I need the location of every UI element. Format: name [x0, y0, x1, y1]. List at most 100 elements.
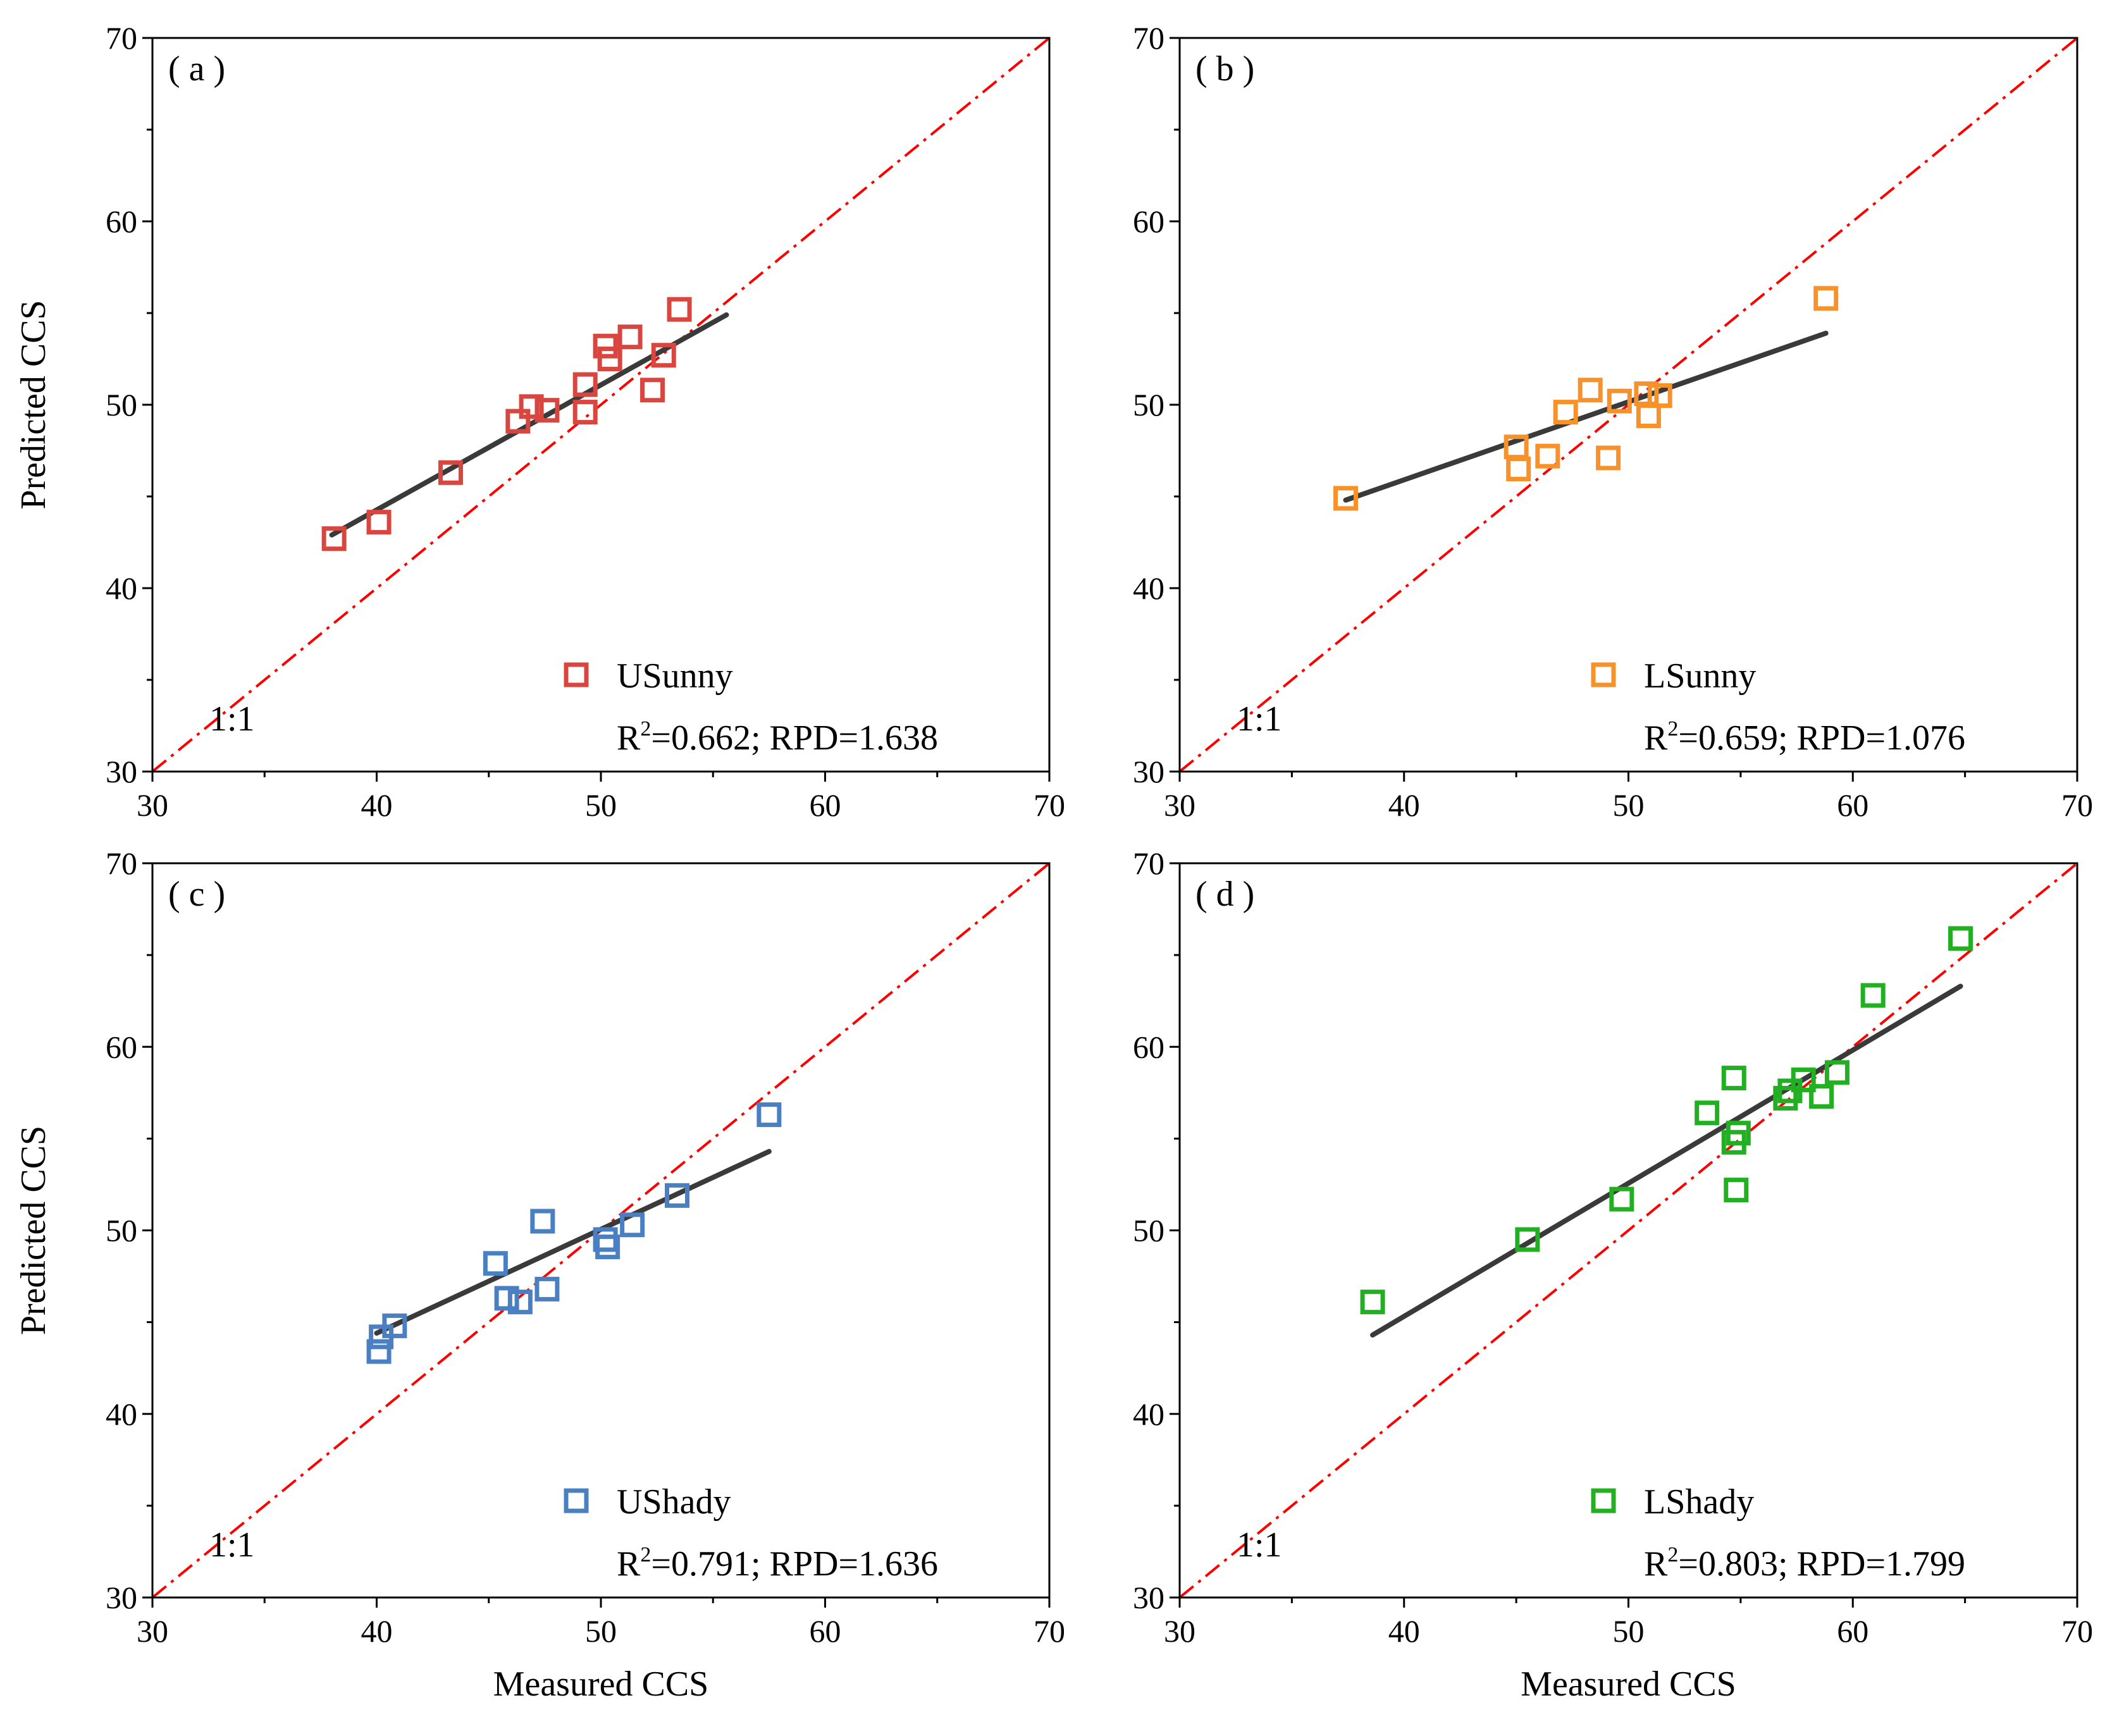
- data-point: [1647, 383, 1672, 408]
- x-tick-label: 70: [1034, 787, 1065, 823]
- x-tick-label: 70: [2061, 1613, 2093, 1649]
- one-to-one-line: [152, 38, 1049, 772]
- data-point: [756, 1102, 782, 1128]
- x-axis-label: Measured CCS: [493, 1665, 709, 1704]
- panel-label: ( b ): [1195, 49, 1254, 89]
- data-point: [1607, 388, 1632, 414]
- y-tick-label: 60: [106, 1029, 137, 1064]
- data-point: [1333, 486, 1359, 511]
- one-to-one-label: 1:1: [1237, 1525, 1282, 1565]
- stats-value: =0.791; RPD=1.636: [651, 1544, 938, 1584]
- data-point: [667, 297, 692, 322]
- panel-d: 30 40 50 60 70 30 40 50 60 70 ( d ) 1:1 LShady R2=0.8…: [1133, 846, 2093, 1704]
- data-point: [572, 372, 598, 397]
- data-point: [530, 1209, 555, 1234]
- legend-marker: [564, 1488, 589, 1513]
- legend-label: UShady: [617, 1482, 731, 1522]
- r2-superscript: 2: [1667, 717, 1678, 741]
- x-tick-label: 70: [1034, 1613, 1065, 1649]
- data-point: [321, 526, 347, 551]
- data-point: [597, 347, 622, 371]
- y-tick-label: 70: [1133, 846, 1164, 881]
- x-tick-label: 50: [585, 787, 617, 823]
- x-tick-label: 60: [1837, 1613, 1868, 1649]
- fit-line: [1370, 983, 1963, 1338]
- data-point: [1515, 1227, 1540, 1252]
- y-tick-label: 50: [106, 1213, 137, 1248]
- data-point: [617, 324, 643, 350]
- x-tick-label: 50: [1613, 787, 1645, 823]
- data-point: [366, 510, 392, 535]
- x-tick-label: 30: [137, 787, 168, 823]
- data-point: [1360, 1290, 1385, 1315]
- data-point: [1948, 926, 1973, 951]
- data-point: [1636, 403, 1661, 428]
- x-tick-label: 30: [1164, 787, 1195, 823]
- y-tick-label: 60: [1133, 1029, 1164, 1064]
- data-point: [534, 1276, 560, 1302]
- panel-label: ( d ): [1195, 875, 1254, 914]
- data-point: [1609, 1186, 1634, 1212]
- data-point: [1824, 1060, 1850, 1085]
- y-tick-label: 30: [1133, 754, 1164, 789]
- data-point: [1791, 1067, 1816, 1092]
- y-tick-label: 60: [1133, 204, 1164, 239]
- one-to-one-label: 1:1: [1237, 699, 1282, 739]
- y-tick-label: 40: [1133, 570, 1164, 606]
- stats-value: =0.803; RPD=1.799: [1678, 1544, 1965, 1584]
- r2-superscript: 2: [640, 717, 651, 741]
- x-tick-label: 50: [585, 1613, 617, 1649]
- r2-prefix: R: [617, 1544, 641, 1584]
- x-tick-label: 70: [2061, 787, 2093, 823]
- legend-label: LShady: [1644, 1482, 1754, 1522]
- stats-text: R2=0.659; RPD=1.076: [1644, 717, 1965, 758]
- data-point: [1860, 983, 1886, 1008]
- data-point: [483, 1251, 508, 1276]
- legend-label: USunny: [617, 656, 733, 696]
- stats-value: =0.662; RPD=1.638: [651, 718, 938, 758]
- data-point: [505, 409, 531, 434]
- y-tick-label: 30: [106, 1580, 137, 1615]
- x-tick-label: 40: [361, 787, 393, 823]
- data-point: [640, 378, 665, 403]
- one-to-one-label: 1:1: [209, 699, 255, 739]
- y-tick-label: 70: [106, 20, 137, 56]
- x-tick-label: 40: [1388, 1613, 1420, 1649]
- stats-value: =0.659; RPD=1.076: [1678, 718, 1965, 758]
- x-axis-label: Measured CCS: [1521, 1665, 1736, 1704]
- stats-text: R2=0.791; RPD=1.636: [617, 1543, 938, 1584]
- data-point: [1721, 1066, 1746, 1091]
- data-point: [519, 394, 544, 419]
- y-axis-label: Predicted CCS: [14, 300, 53, 509]
- y-tick-label: 60: [106, 204, 137, 239]
- y-tick-label: 40: [1133, 1396, 1164, 1432]
- data-point: [1695, 1100, 1720, 1126]
- r2-superscript: 2: [1667, 1543, 1678, 1567]
- data-point: [1809, 1084, 1834, 1109]
- data-point: [534, 398, 560, 423]
- r2-prefix: R: [617, 718, 641, 758]
- data-point: [620, 1212, 645, 1238]
- r2-superscript: 2: [640, 1543, 651, 1567]
- panel-c: 30 40 50 60 70 30 40 50 60 70 ( c ) 1:1 UShady R2=0.7…: [14, 846, 1065, 1704]
- x-tick-label: 50: [1613, 1613, 1645, 1649]
- data-point: [1773, 1086, 1798, 1111]
- data-point: [1578, 378, 1603, 403]
- y-tick-label: 30: [106, 754, 137, 789]
- y-tick-label: 50: [1133, 387, 1164, 422]
- data-point: [366, 1339, 392, 1364]
- data-point: [665, 1183, 690, 1208]
- y-tick-label: 70: [1133, 20, 1164, 56]
- legend-marker: [1591, 1488, 1616, 1513]
- x-tick-label: 60: [810, 787, 841, 823]
- data-point: [1726, 1121, 1751, 1146]
- y-tick-label: 50: [1133, 1213, 1164, 1248]
- data-point: [1813, 286, 1839, 311]
- data-point: [494, 1286, 519, 1311]
- data-point: [1506, 457, 1531, 481]
- y-axis-label: Predicted CCS: [14, 1126, 53, 1335]
- data-point: [1535, 443, 1560, 469]
- legend-marker: [1591, 662, 1616, 687]
- one-to-one-label: 1:1: [209, 1525, 255, 1565]
